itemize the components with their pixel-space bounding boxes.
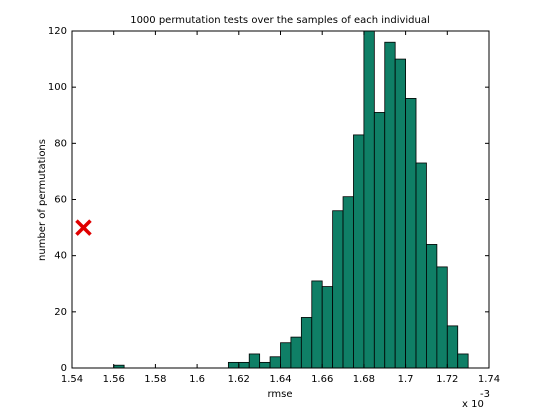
bar <box>290 336 302 369</box>
x-tick-label: 1.54 <box>61 374 83 385</box>
x-exponent-base: x 10 <box>462 399 484 410</box>
bar <box>300 317 313 369</box>
bar <box>415 162 427 369</box>
bar <box>363 30 375 369</box>
y-tick-label: 100 <box>48 82 67 93</box>
bar <box>426 244 438 369</box>
x-tick-label: 1.64 <box>269 374 291 385</box>
bar <box>311 280 323 369</box>
bar <box>342 196 354 369</box>
y-tick-label: 20 <box>54 307 67 318</box>
bar <box>394 58 406 369</box>
bar <box>238 361 250 369</box>
y-tick-label: 120 <box>48 26 67 37</box>
bar <box>457 353 469 369</box>
y-tick-label: 40 <box>54 251 67 262</box>
bar <box>280 342 292 369</box>
x-tick-label: 1.74 <box>478 374 500 385</box>
chart-title: 1000 permutation tests over the samples … <box>130 15 430 26</box>
bar <box>405 98 417 369</box>
bar <box>248 353 261 369</box>
bar <box>436 266 448 369</box>
x-tick-label: 1.58 <box>144 374 166 385</box>
x-tick-label: 1.7 <box>398 374 414 385</box>
x-tick-label: 1.6 <box>189 374 205 385</box>
y-tick-label: 80 <box>54 138 67 149</box>
bar <box>321 286 334 369</box>
bar <box>269 356 281 369</box>
bar <box>227 361 240 369</box>
bar <box>373 112 386 369</box>
x-tick-label: 1.66 <box>311 374 333 385</box>
bar <box>446 325 459 369</box>
marker <box>75 219 92 236</box>
x-tick-label: 1.68 <box>353 374 375 385</box>
x-axis-label: rmse <box>267 389 292 400</box>
x-tick-label: 1.62 <box>228 374 250 385</box>
marker-stroke <box>75 219 92 236</box>
y-tick-label: 60 <box>54 195 67 206</box>
bar <box>353 134 365 369</box>
bar <box>259 361 271 369</box>
x-tick-label: 1.56 <box>103 374 125 385</box>
x-exponent: -3 <box>480 389 490 400</box>
y-tick-label: 0 <box>61 363 67 374</box>
y-axis-label: number of permutations <box>37 139 48 261</box>
bar <box>384 41 396 369</box>
bar <box>332 210 344 369</box>
x-tick-label: 1.72 <box>436 374 458 385</box>
